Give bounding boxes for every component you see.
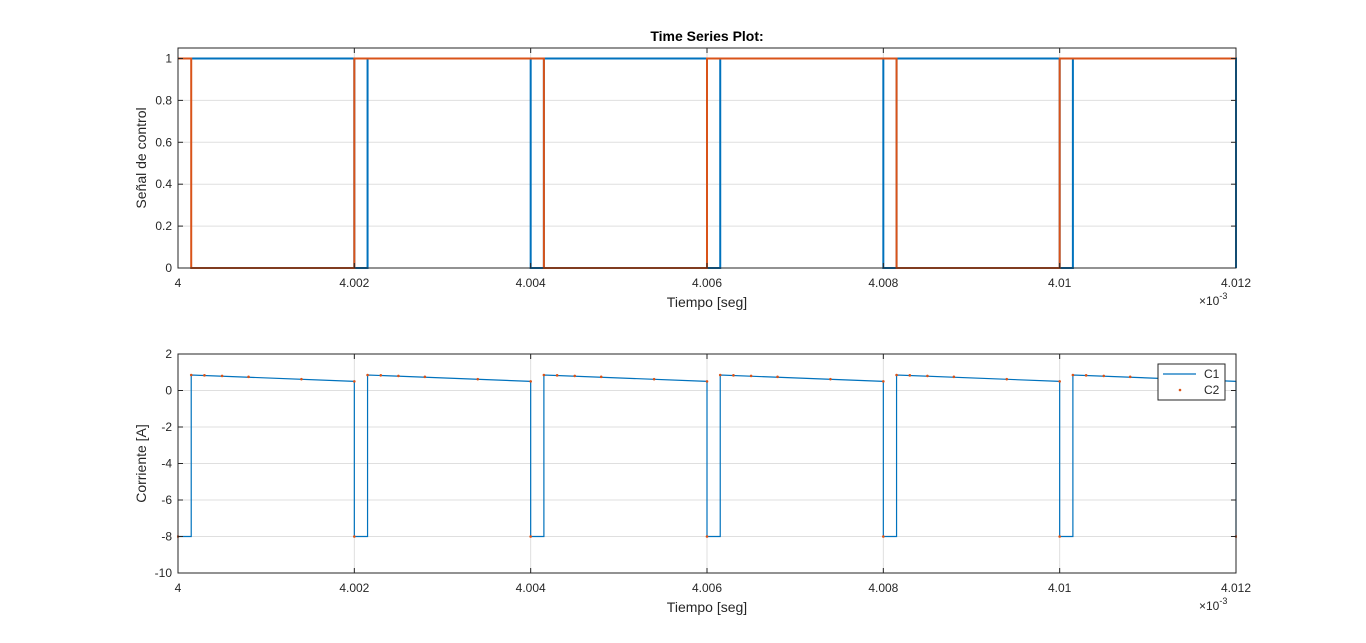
c2-point <box>247 375 250 379</box>
x-tick-label: 4.008 <box>868 581 898 595</box>
x-tick-label: 4.006 <box>692 581 722 595</box>
c2-point <box>732 374 735 377</box>
c2-point <box>366 373 369 377</box>
current-plot: 4 4.002 4.004 4.006 4.008 4.01 4.012 -10 -8 -6 -4 -… <box>133 347 1251 615</box>
x-exponent-label: ×10-3 <box>1199 291 1227 308</box>
c2-point <box>300 377 303 381</box>
c2-point <box>908 374 912 377</box>
c2-point <box>203 374 206 377</box>
c2-point <box>652 377 656 381</box>
c2-point <box>1102 374 1106 378</box>
c2-point <box>220 374 224 378</box>
y-tick-label: 0.6 <box>155 135 172 149</box>
y-tick-label: 0.4 <box>155 177 172 191</box>
c2-point <box>829 377 832 381</box>
x-tick-label: 4.008 <box>868 276 898 290</box>
c2-point <box>529 535 532 538</box>
c2-point <box>952 375 956 379</box>
c2-point <box>555 374 559 377</box>
c2-point <box>882 535 885 538</box>
c2-point <box>353 380 356 383</box>
x-tick-label: 4.002 <box>339 581 369 595</box>
x-tick-label: 4 <box>175 581 182 595</box>
c2-point <box>749 374 753 378</box>
y-tick-label: 0 <box>165 384 172 398</box>
y-tick-label: 1 <box>165 51 172 65</box>
y-tick-label: 0 <box>165 261 172 275</box>
c2-point <box>1071 373 1075 377</box>
x-tick-label: 4.01 <box>1048 276 1072 290</box>
legend-box <box>1157 363 1226 401</box>
c2-point <box>776 375 779 379</box>
x-tick-label: 4.006 <box>692 276 722 290</box>
y-axis-label: Corriente [A] <box>133 424 149 503</box>
y-tick-label: -8 <box>161 530 172 544</box>
y-tick-label: 0.8 <box>155 93 172 107</box>
c2-point <box>1058 380 1061 383</box>
y-tick-label: -2 <box>161 420 172 434</box>
c2-point <box>1005 377 1009 381</box>
y-tick-label: 2 <box>165 347 172 361</box>
x-tick-label: 4 <box>175 276 182 290</box>
x-tick-label: 4.01 <box>1048 581 1072 595</box>
c2-point <box>397 374 400 378</box>
c2-point <box>1058 535 1061 538</box>
legend-c2-swatch <box>1178 388 1182 392</box>
c2-point <box>895 373 898 377</box>
y-tick-label: -10 <box>155 566 173 580</box>
c2-point <box>882 380 885 383</box>
c2-point <box>599 375 603 379</box>
x-axis-label: Tiempo [seg] <box>667 294 747 310</box>
c2-point <box>926 374 929 378</box>
x-tick-label: 4.012 <box>1221 276 1251 290</box>
c2-point <box>379 374 383 377</box>
x-axis-label: Tiempo [seg] <box>667 599 747 615</box>
x-tick-label: 4.004 <box>516 581 546 595</box>
c2-point <box>718 373 722 377</box>
c2-point <box>353 535 356 538</box>
c2-point <box>189 373 193 377</box>
c2-point <box>529 380 532 383</box>
c2-point <box>1128 375 1132 379</box>
y-tick-label: -6 <box>161 493 172 507</box>
c2-point <box>705 380 709 383</box>
chart-title: Time Series Plot: <box>650 28 763 44</box>
y-axis-label: Señal de control <box>133 107 149 208</box>
c2-point <box>476 377 480 381</box>
x-tick-label: 4.002 <box>339 276 369 290</box>
c2-point <box>573 374 577 378</box>
y-tick-label: -4 <box>161 457 172 471</box>
control-signal-plot: 4 4.002 4.004 4.006 4.008 4.01 4.012 0 0.2 0.4 0.6… <box>133 28 1251 310</box>
c2-point <box>423 375 427 379</box>
x-tick-label: 4.012 <box>1221 581 1251 595</box>
legend-c2-label: C2 <box>1204 383 1220 397</box>
c2-point <box>1084 374 1088 377</box>
c2-point <box>542 373 546 377</box>
x-tick-label: 4.004 <box>516 276 546 290</box>
legend-c1-label: C1 <box>1204 367 1220 381</box>
x-exponent-label: ×10-3 <box>1199 596 1227 613</box>
c2-point <box>705 535 709 538</box>
y-tick-label: 0.2 <box>155 219 172 233</box>
